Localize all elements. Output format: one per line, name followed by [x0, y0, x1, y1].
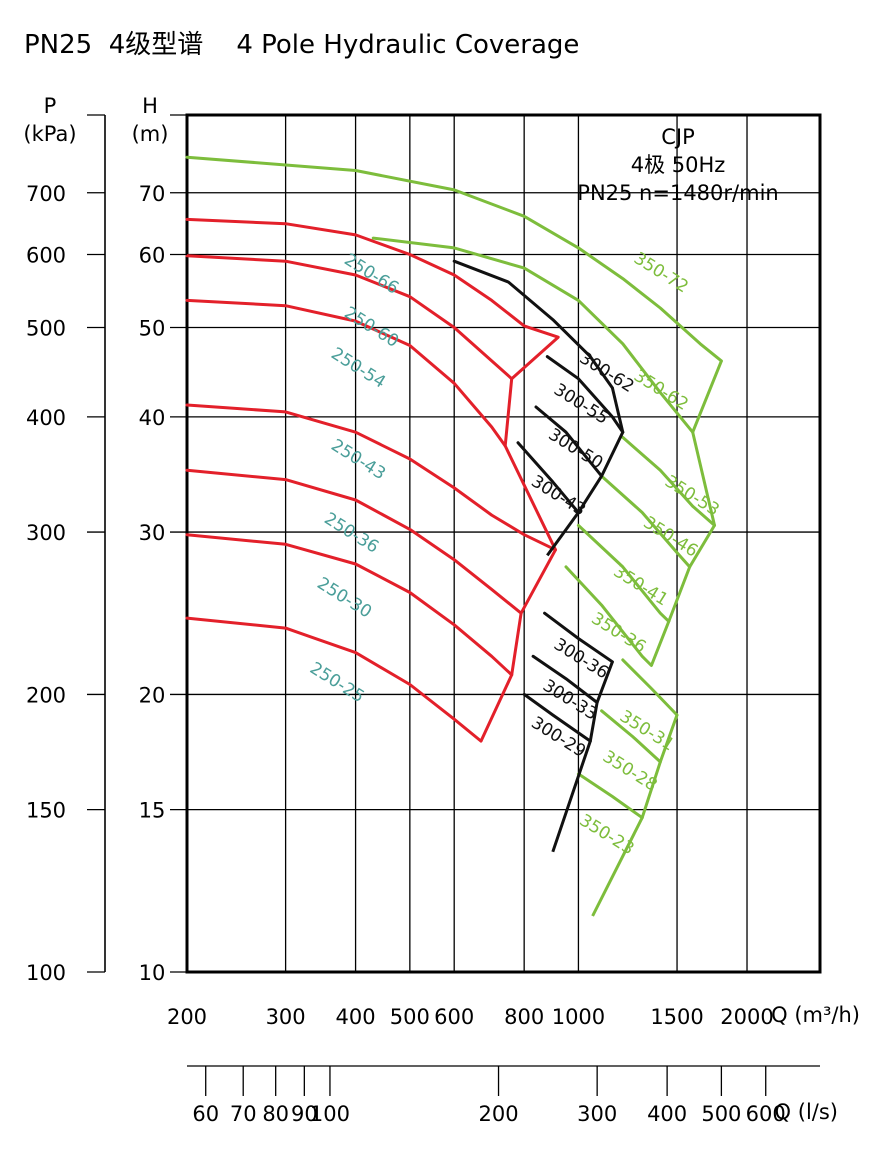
curve-250-60 — [185, 254, 514, 381]
info-box: CJP 4极 50Hz PN25 n=1480r/min — [577, 125, 778, 205]
plot-frame — [185, 113, 822, 974]
curve-300-33 — [531, 654, 599, 704]
curves — [185, 155, 723, 820]
curve-350-53 — [621, 435, 716, 527]
curve-label-350-53: 350-53 — [661, 472, 723, 521]
curve-350-46 — [600, 474, 692, 569]
curve-label-300-50: 300-50 — [545, 425, 607, 474]
h-axis-label: H — [142, 94, 158, 118]
boundary-300 — [551, 661, 614, 853]
p-tick-label: 500 — [26, 316, 66, 340]
x-tick-label: 1500 — [650, 1005, 703, 1029]
x2-tick-label: 300 — [577, 1102, 617, 1126]
x-tick-label: 200 — [167, 1005, 207, 1029]
curve-250-66 — [185, 217, 560, 339]
info-line: PN25 n=1480r/min — [577, 181, 778, 205]
h-tick-label: 30 — [139, 521, 166, 545]
x-tick-label: 1000 — [552, 1005, 605, 1029]
h-tick-label: 20 — [139, 683, 166, 707]
p-axis-label: P — [44, 94, 57, 118]
curve-350-72 — [185, 155, 723, 363]
boundary-300 — [577, 387, 625, 514]
p-tick-label: 200 — [26, 683, 66, 707]
curve-label-250-25: 250-25 — [306, 658, 368, 707]
p-tick-label: 300 — [26, 521, 66, 545]
curve-250-25 — [185, 616, 483, 743]
curve-label-350-41: 350-41 — [610, 562, 672, 611]
p-tick-label: 100 — [26, 961, 66, 985]
curve-300-36 — [543, 611, 614, 664]
x-tick-label: 600 — [434, 1005, 474, 1029]
x-tick-label: 500 — [390, 1005, 430, 1029]
curve-300-55 — [545, 355, 625, 434]
curve-label-350-46: 350-46 — [640, 513, 702, 562]
x2-tick-label: 60 — [192, 1102, 219, 1126]
info-line: CJP — [661, 125, 695, 149]
x2-tick-label: 80 — [262, 1102, 289, 1126]
h-axis-label: (m) — [132, 122, 169, 146]
x2-tick-label: 90 — [291, 1102, 318, 1126]
boundary-250 — [479, 336, 560, 742]
curve-label-250-54: 250-54 — [327, 344, 389, 393]
curve-label-350-23: 350-23 — [576, 810, 638, 859]
curve-350-23 — [576, 772, 644, 820]
curve-350-36 — [564, 565, 653, 667]
info-line: 4极 50Hz — [631, 153, 726, 177]
plot-border — [185, 113, 822, 974]
x-axis-unit: Q (m³/h) — [771, 1003, 860, 1027]
curve-label-250-30: 250-30 — [313, 574, 375, 623]
curve-250-36 — [185, 468, 523, 615]
coverage-boundaries — [479, 336, 723, 917]
x2-tick-label: 70 — [230, 1102, 257, 1126]
curve-300-50 — [534, 405, 604, 478]
h-tick-label: 40 — [139, 406, 166, 430]
curve-350-31 — [621, 658, 679, 717]
x2-tick-label: 500 — [701, 1102, 741, 1126]
curve-350-41 — [576, 523, 671, 623]
x-tick-label: 2000 — [720, 1005, 773, 1029]
x2-tick-label: 100 — [310, 1102, 350, 1126]
x2-axis-unit: Q (l/s) — [775, 1100, 838, 1124]
curve-300-29 — [522, 692, 592, 743]
curve-300-62 — [452, 259, 614, 390]
boundary-300 — [546, 511, 580, 557]
h-tick-label: 15 — [139, 799, 166, 823]
x-tick-label: 800 — [504, 1005, 544, 1029]
h-tick-label: 70 — [139, 182, 166, 206]
x2-tick-label: 600 — [746, 1102, 786, 1126]
curve-label-300-62: 300-62 — [576, 348, 638, 397]
x-tick-label: 400 — [336, 1005, 376, 1029]
boundary-350 — [591, 714, 679, 917]
boundary-350 — [650, 360, 723, 667]
curve-250-30 — [185, 533, 514, 677]
h-tick-label: 50 — [139, 316, 166, 340]
curve-350-62 — [371, 236, 695, 434]
curve-300-43 — [516, 441, 580, 514]
p-tick-label: 400 — [26, 406, 66, 430]
curve-250-43 — [185, 403, 557, 552]
curve-label-350-62: 350-62 — [630, 366, 692, 415]
curve-350-28 — [600, 709, 662, 764]
x-tick-label: 300 — [266, 1005, 306, 1029]
curve-labels: 250-66250-60250-54250-43250-36250-30250-… — [306, 248, 723, 859]
p-tick-label: 600 — [26, 243, 66, 267]
chart-title: PN25 4级型谱 4 Pole Hydraulic Coverage — [24, 30, 580, 60]
x2-tick-label: 400 — [647, 1102, 687, 1126]
h-tick-label: 10 — [139, 961, 166, 985]
h-tick-label: 60 — [139, 243, 166, 267]
p-tick-label: 150 — [26, 799, 66, 823]
x2-tick-label: 200 — [478, 1102, 518, 1126]
p-tick-label: 700 — [26, 182, 66, 206]
curve-label-250-36: 250-36 — [320, 509, 382, 558]
curve-250-54 — [185, 298, 507, 448]
p-axis-label: (kPa) — [23, 122, 76, 146]
